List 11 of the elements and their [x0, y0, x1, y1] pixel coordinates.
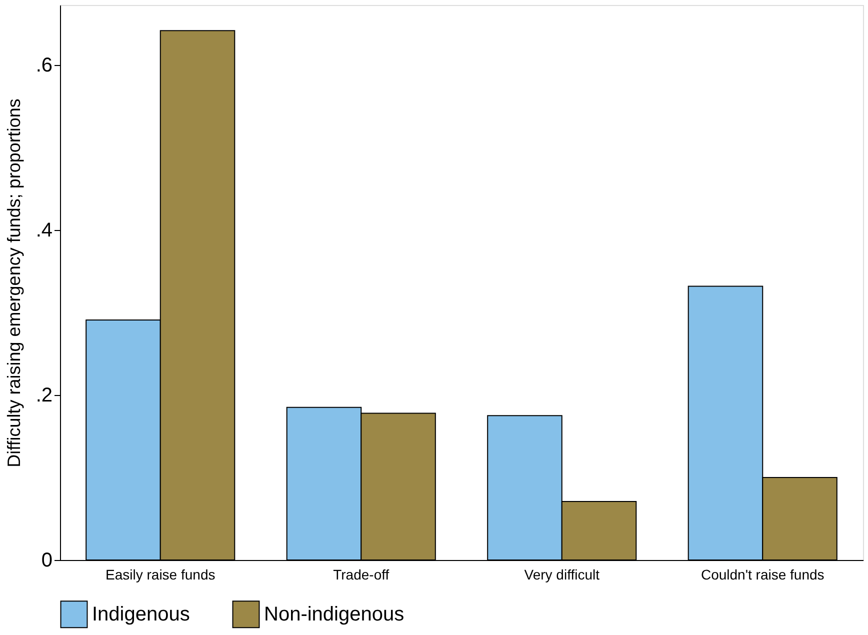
x-tick-label: Easily raise funds	[106, 566, 216, 582]
legend-label: Non-indigenous	[264, 603, 404, 626]
y-tick-label: 0	[41, 550, 52, 572]
x-tick-label: Trade-off	[333, 566, 390, 582]
y-tick-label: .6	[36, 54, 52, 77]
x-tick-label: Couldn't raise funds	[700, 566, 824, 582]
x-tick-label: Very difficult	[524, 566, 600, 582]
legend-label: Indigenous	[92, 603, 190, 626]
y-tick-label: .2	[36, 384, 52, 407]
y-axis-title: Difficulty raising emergency funds; proportions	[4, 98, 24, 468]
y-tick-label: .4	[36, 220, 52, 242]
